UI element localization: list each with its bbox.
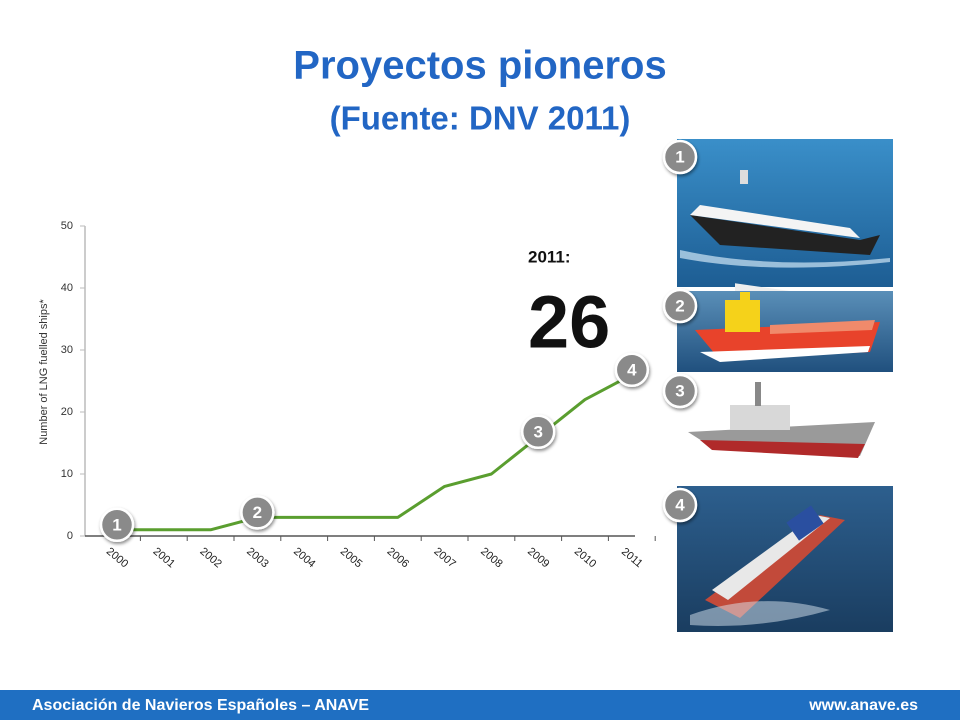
badge-label: 3 (675, 381, 684, 400)
x-tick-label: 2006 (385, 545, 411, 570)
badge: 4 (662, 487, 698, 523)
footer-left: Asociación de Navieros Españoles – ANAVE (32, 697, 369, 714)
badge-label: 1 (675, 147, 684, 166)
badge-circle (614, 352, 650, 388)
badge-label: 2 (675, 296, 684, 315)
slide-title: Proyectos pioneros (293, 44, 666, 88)
badge-label: 4 (627, 360, 637, 379)
badge: 1 (662, 139, 698, 175)
y-axis-label: Number of LNG fuelled ships* (38, 299, 50, 445)
x-tick-label: 2004 (291, 545, 317, 570)
photo-3 (677, 375, 893, 470)
badge-circle (662, 288, 698, 324)
photo-2 (677, 291, 893, 372)
badge: 3 (662, 373, 698, 409)
badge-label: 4 (675, 495, 685, 514)
chart: Number of LNG fuelled ships* 2011: 26 0 1… (38, 220, 656, 570)
x-tick-label: 2010 (572, 545, 598, 570)
badge: 1 (99, 507, 135, 543)
x-tick-label: 2002 (197, 545, 223, 570)
photo-4 (677, 486, 893, 632)
series-line (117, 373, 633, 532)
badge: 4 (614, 352, 650, 388)
badge-label: 2 (253, 503, 262, 522)
x-tick-label: 2005 (338, 545, 364, 570)
badge-label: 3 (533, 422, 542, 441)
badge: 3 (520, 414, 556, 450)
y-tick-label: 30 (61, 344, 73, 356)
badge-circle (520, 414, 556, 450)
x-tick-label: 2008 (478, 545, 504, 570)
y-tick-label: 40 (61, 282, 73, 294)
x-tick-label: 2001 (151, 545, 177, 570)
y-tick-label: 0 (67, 530, 73, 542)
x-tick-label: 2000 (104, 545, 130, 570)
badge-circle (99, 507, 135, 543)
badge-circle (240, 495, 275, 530)
y-tick-label: 10 (61, 468, 73, 480)
badge: 2 (240, 495, 275, 530)
footer-right: www.anave.es (808, 697, 918, 714)
footer-bar (0, 690, 960, 720)
x-tick-label: 2003 (244, 545, 270, 570)
x-tick-label: 2009 (525, 545, 551, 570)
y-tick-label: 50 (61, 220, 73, 232)
x-tick-label: 2007 (431, 545, 457, 570)
badge-circle (662, 487, 698, 523)
annotation-value: 26 (528, 281, 610, 364)
y-tick-label: 20 (61, 406, 73, 418)
annotation-label: 2011: (528, 247, 571, 266)
badge-circle (662, 373, 698, 409)
badge-label: 1 (112, 515, 121, 534)
slide-subtitle: (Fuente: DNV 2011) (330, 100, 631, 137)
photo-badges: 1 2 3 4 (662, 139, 698, 523)
x-tick-label: 2011 (619, 546, 645, 570)
badge: 2 (662, 288, 698, 324)
badge-circle (662, 139, 698, 175)
